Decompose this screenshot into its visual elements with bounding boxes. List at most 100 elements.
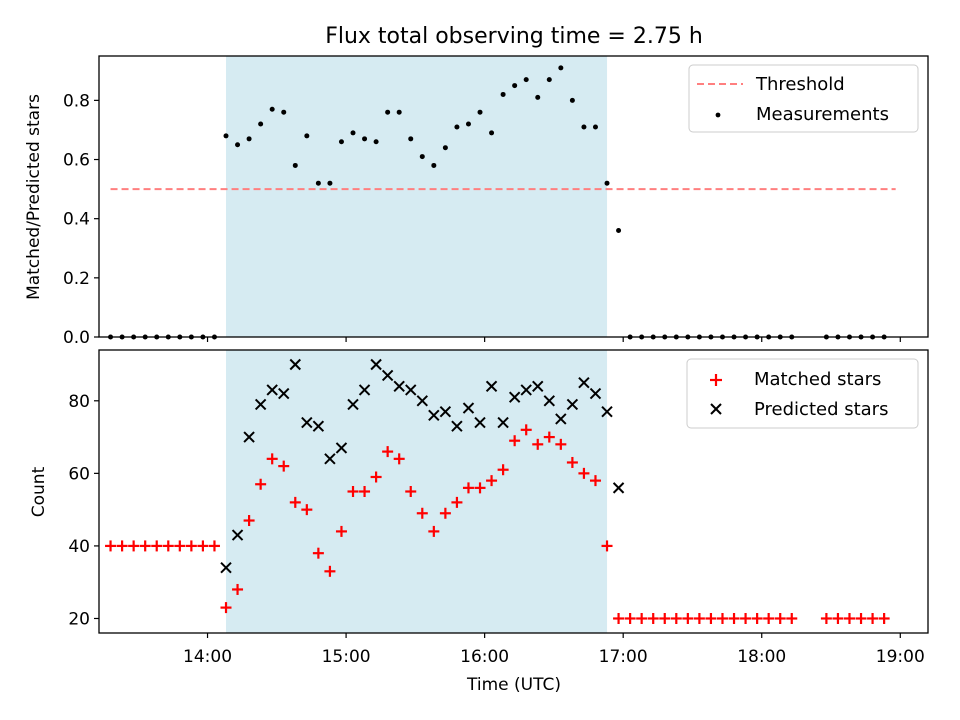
ratio-y-tick-label: 0.4 bbox=[63, 210, 90, 230]
x-stroke-b bbox=[520, 384, 532, 396]
matched-star-point bbox=[682, 612, 694, 624]
ratio-y-tick-label: 0.6 bbox=[63, 151, 90, 171]
measurement-point bbox=[500, 91, 506, 97]
predicted-star-point bbox=[335, 442, 348, 454]
predicted-star-point bbox=[485, 380, 498, 392]
measurement-point bbox=[477, 109, 483, 115]
measurement-point bbox=[235, 142, 241, 148]
predicted-star-point bbox=[578, 376, 590, 389]
matched-star-point bbox=[174, 540, 186, 552]
matched-star-point bbox=[786, 612, 798, 624]
x-stroke-b bbox=[543, 395, 555, 407]
measurement-point bbox=[523, 77, 529, 83]
matched-star-point bbox=[289, 496, 301, 508]
measurement-point bbox=[419, 154, 425, 160]
measurement-point bbox=[489, 130, 495, 136]
x-stroke-b bbox=[508, 391, 521, 403]
matched-star-point bbox=[347, 486, 359, 497]
x-stroke-b bbox=[254, 398, 267, 411]
x-tick-label: 14:00 bbox=[183, 647, 232, 667]
matched-star-point bbox=[497, 464, 509, 476]
matched-star-point bbox=[855, 612, 867, 624]
measurement-point bbox=[581, 124, 587, 130]
count-y-axis-label: Count bbox=[29, 466, 49, 517]
ratio-observing-window bbox=[226, 56, 608, 337]
x-stroke-b bbox=[381, 369, 394, 382]
matched-star-point bbox=[416, 507, 428, 519]
legend-matched-label: Matched stars bbox=[754, 369, 881, 390]
x-stroke-b bbox=[428, 409, 440, 422]
measurement-point bbox=[223, 133, 229, 139]
matched-star-point bbox=[751, 612, 763, 624]
matched-star-point bbox=[405, 486, 417, 497]
matched-star-point bbox=[370, 471, 382, 483]
measurement-point bbox=[408, 136, 414, 142]
matched-star-point bbox=[139, 540, 151, 552]
matched-star-point bbox=[647, 612, 659, 624]
matched-star-point bbox=[486, 475, 498, 487]
chart-title: Flux total observing time = 2.75 h bbox=[325, 24, 703, 49]
measurement-point bbox=[431, 162, 437, 168]
measurement-point bbox=[442, 145, 448, 151]
matched-star-point bbox=[509, 435, 521, 447]
matched-star-point bbox=[636, 612, 648, 624]
x-stroke-b bbox=[405, 384, 417, 396]
matched-star-point bbox=[543, 431, 555, 443]
measurement-point bbox=[569, 97, 575, 103]
predicted-star-point bbox=[451, 420, 463, 432]
measurement-point bbox=[592, 124, 598, 130]
x-stroke-b bbox=[497, 416, 509, 429]
x-stroke-b bbox=[301, 416, 313, 429]
ratio-panel: Matched/Predicted stars 0.00.20.40.60.8 … bbox=[24, 55, 929, 348]
matched-star-point bbox=[589, 475, 601, 487]
count-y-tick-label: 80 bbox=[68, 392, 90, 412]
predicted-star-point bbox=[612, 482, 625, 494]
matched-star-point bbox=[208, 540, 220, 552]
predicted-star-point bbox=[543, 395, 555, 407]
predicted-star-point bbox=[289, 358, 301, 371]
matched-star-point bbox=[462, 482, 474, 494]
measurement-point bbox=[246, 136, 252, 142]
predicted-star-point bbox=[428, 409, 440, 422]
x-stroke-b bbox=[451, 420, 463, 432]
measurement-point bbox=[558, 65, 564, 71]
matched-star-point bbox=[232, 583, 244, 595]
matched-star-point bbox=[878, 612, 890, 624]
measurement-point bbox=[373, 139, 379, 145]
legend-predicted-label: Predicted stars bbox=[754, 399, 888, 420]
matched-star-point bbox=[255, 478, 267, 490]
matched-star-point bbox=[324, 565, 336, 577]
matched-star-point bbox=[393, 453, 405, 465]
matched-star-point bbox=[428, 525, 440, 537]
measurement-point bbox=[546, 77, 552, 83]
matched-star-point bbox=[728, 612, 740, 624]
x-stroke-b bbox=[243, 431, 255, 443]
predicted-star-point bbox=[439, 405, 452, 418]
predicted-star-point bbox=[231, 529, 244, 541]
matched-star-point bbox=[578, 467, 590, 479]
x-stroke-b bbox=[335, 442, 348, 454]
matched-star-point bbox=[740, 612, 752, 624]
predicted-star-point bbox=[393, 380, 405, 392]
x-stroke-b bbox=[601, 405, 613, 418]
matched-star-point bbox=[716, 612, 728, 624]
predicted-star-point bbox=[312, 420, 325, 432]
matched-star-point bbox=[382, 446, 394, 458]
matched-star-point bbox=[820, 612, 832, 624]
legend-measurements-label: Measurements bbox=[756, 104, 889, 125]
x-stroke-b bbox=[532, 380, 544, 392]
ratio-y-tick-label: 0.8 bbox=[63, 91, 90, 111]
matched-star-point bbox=[613, 612, 625, 624]
predicted-star-point bbox=[508, 391, 521, 403]
x-stroke-b bbox=[278, 387, 290, 400]
predicted-star-point bbox=[555, 413, 567, 425]
x-stroke-b bbox=[439, 405, 452, 418]
measurement-point bbox=[535, 94, 541, 100]
predicted-star-point bbox=[358, 384, 371, 396]
measurement-point bbox=[304, 133, 310, 139]
matched-star-point bbox=[867, 612, 879, 624]
matched-star-point bbox=[185, 540, 197, 552]
x-stroke-b bbox=[474, 416, 486, 429]
count-y-tick-label: 40 bbox=[68, 537, 90, 557]
